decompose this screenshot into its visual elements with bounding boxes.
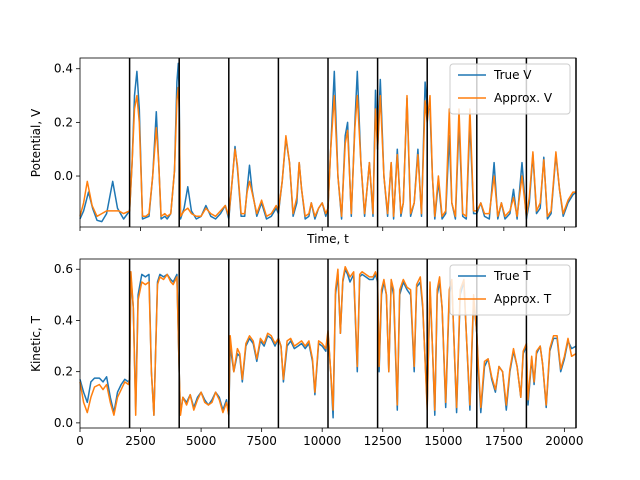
legend-frame — [449, 63, 571, 115]
y-tick-label: 0.4 — [54, 62, 73, 76]
series-line-approx-t — [79, 265, 577, 416]
legend-label-true-v: True V — [493, 68, 532, 82]
legend-label-true-t: True T — [493, 269, 531, 283]
kinetic-plot-area: 0.6 0.4 0.2 0.00 2500 5000 7500 10000 12500 15000… — [54, 258, 583, 448]
axes-frame — [79, 258, 577, 429]
potential-ylabel: Potential, V — [29, 108, 43, 177]
x-tick-label: 10000 — [303, 434, 341, 448]
x-tick-label: 20000 — [545, 434, 583, 448]
kinetic-panel: 0.6 0.4 0.2 0.00 2500 5000 7500 10000 12500 15000… — [29, 258, 583, 448]
x-tick-label: 17500 — [485, 434, 523, 448]
potential-plot-area: 0.4 0.2 0.0 — [54, 57, 577, 231]
y-tick-label: 0.2 — [54, 365, 73, 379]
y-tick-label: 0.2 — [54, 115, 73, 129]
kinetic-ylabel: Kinetic, T — [29, 315, 43, 371]
x-tick-label: 2500 — [125, 434, 156, 448]
potential-xlabel: Time, t — [306, 232, 349, 246]
y-tick-label: 0.6 — [54, 262, 73, 276]
legend-label-approx-v: Approx. V — [494, 91, 553, 105]
x-tick-label: 5000 — [186, 434, 217, 448]
y-tick-label: 0.4 — [54, 313, 73, 327]
x-tick-label: 7500 — [246, 434, 277, 448]
x-tick-label: 15000 — [424, 434, 462, 448]
x-tick-label: 0 — [76, 434, 84, 448]
axes-frame — [79, 57, 577, 228]
potential-legend: True V Approx. V — [449, 63, 571, 115]
legend-label-approx-t: Approx. T — [494, 292, 552, 306]
kinetic-legend: True T Approx. T — [449, 264, 571, 316]
y-tick-label: 0.0 — [54, 169, 73, 183]
x-tick-label: 12500 — [364, 434, 402, 448]
y-tick-label: 0.0 — [54, 416, 73, 430]
legend-frame — [449, 264, 571, 316]
series-line-approx-v — [79, 86, 576, 218]
potential-panel: 0.4 0.2 0.0 Time, t Potential, V True V Ap… — [29, 57, 577, 246]
